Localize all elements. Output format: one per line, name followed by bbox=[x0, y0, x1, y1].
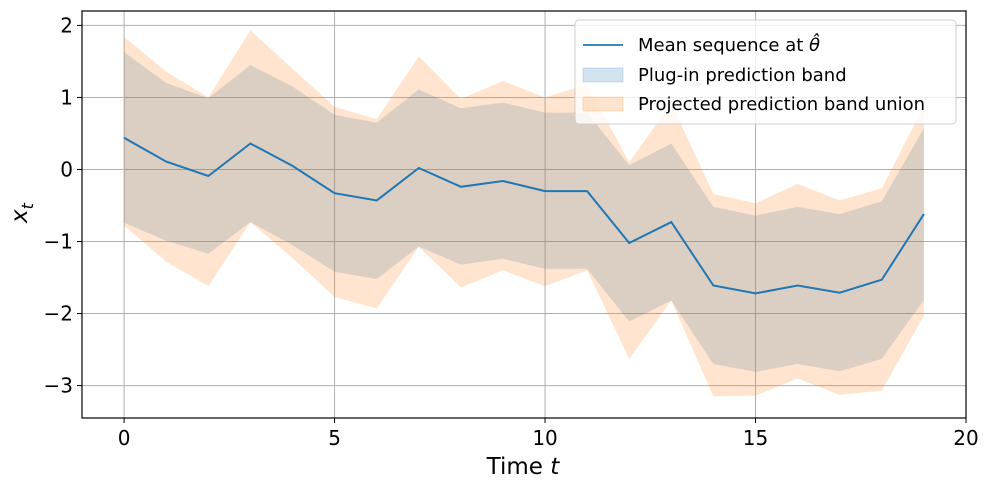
x-tick-label: 5 bbox=[328, 426, 341, 450]
y-tick-label: 2 bbox=[60, 13, 73, 37]
x-tick-label: 20 bbox=[953, 426, 978, 450]
legend-projected-swatch bbox=[582, 96, 624, 112]
y-tick-label: 1 bbox=[60, 85, 73, 109]
y-tick-label: 0 bbox=[60, 157, 73, 181]
bands bbox=[124, 30, 924, 397]
legend-plugin-swatch bbox=[582, 67, 624, 83]
mean-line bbox=[123, 136, 925, 295]
x-tick-label: 0 bbox=[118, 426, 131, 450]
plot-frame bbox=[81, 10, 967, 419]
legend-plugin-label: Plug-in prediction band bbox=[638, 65, 847, 86]
x-tick-label: 15 bbox=[743, 426, 768, 450]
projected-band bbox=[124, 30, 924, 397]
x-axis-label: Time t bbox=[486, 454, 561, 480]
plugin-band bbox=[124, 52, 924, 372]
y-tick-label: −1 bbox=[44, 230, 73, 254]
y-axis-label: xt bbox=[7, 202, 37, 224]
x-tick-label: 10 bbox=[532, 426, 557, 450]
legend-mean-label: Mean sequence at θ̂ bbox=[638, 33, 820, 56]
y-tick-label: −2 bbox=[44, 302, 73, 326]
lines bbox=[123, 136, 925, 295]
legend-projected-label: Projected prediction band union bbox=[638, 94, 925, 115]
legend: Mean sequence at θ̂ Plug-in prediction b… bbox=[574, 19, 957, 125]
legend-frame bbox=[574, 19, 957, 125]
y-tick-label: −3 bbox=[44, 374, 73, 398]
